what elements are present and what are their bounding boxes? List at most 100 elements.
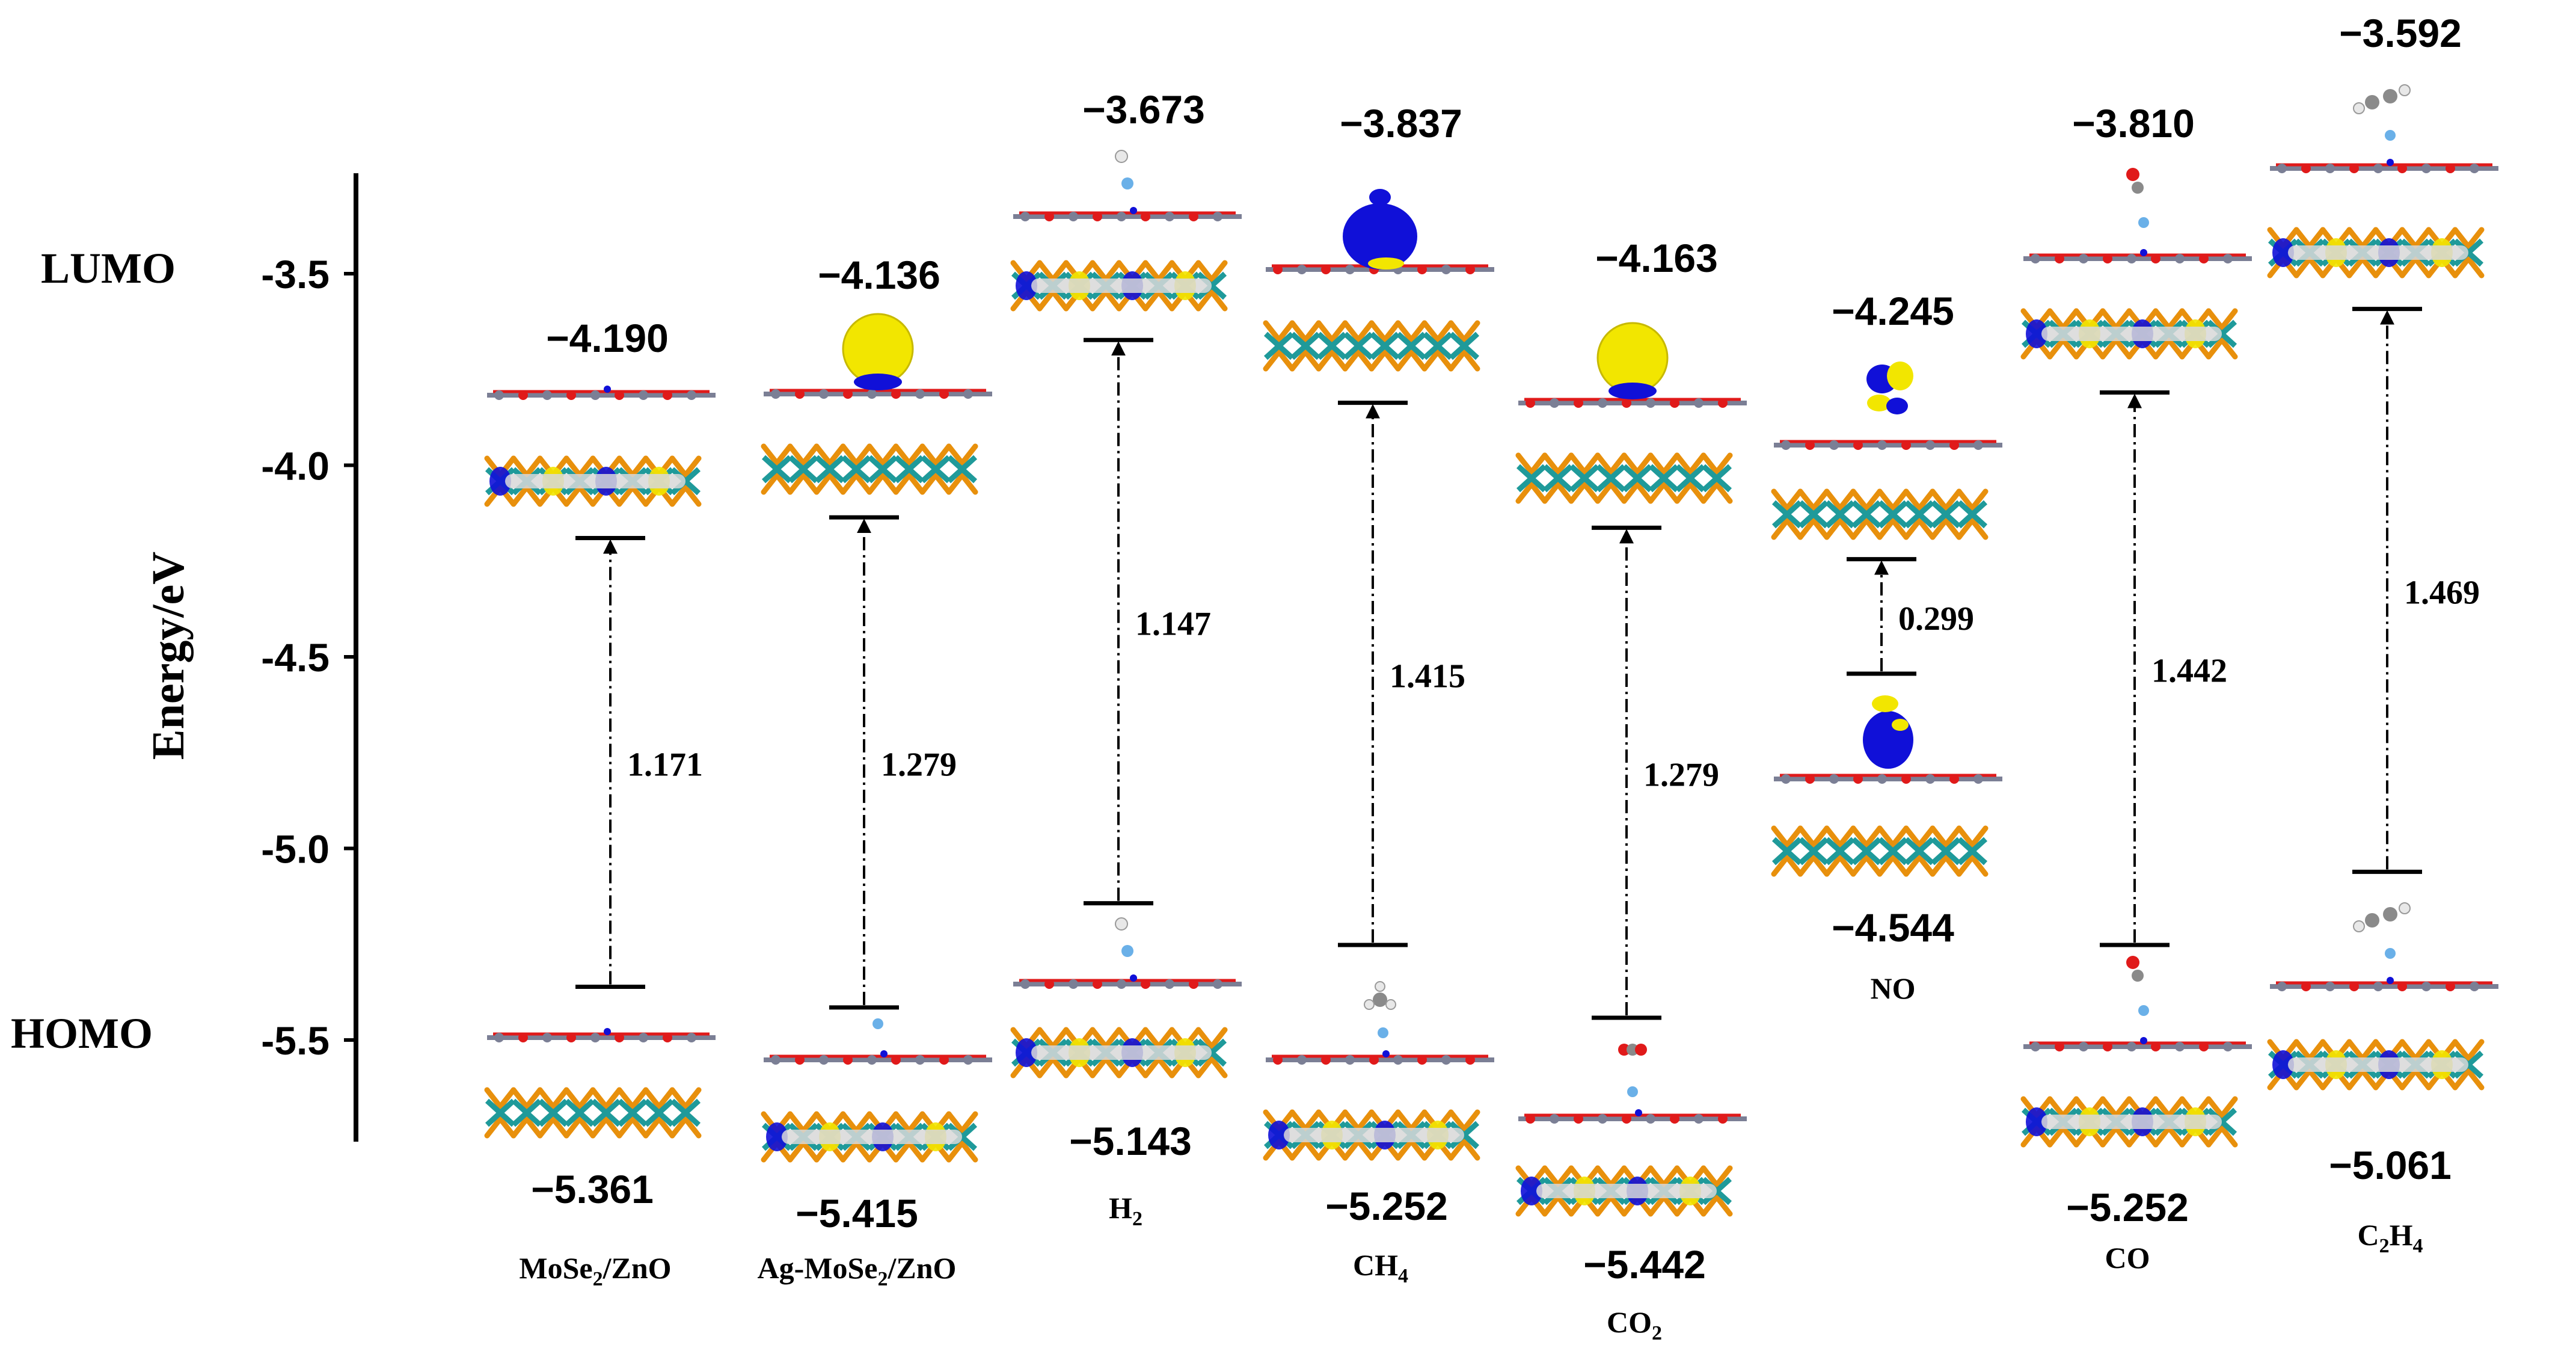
zno-lobe xyxy=(2140,1037,2147,1044)
zno-atom xyxy=(2223,1042,2233,1051)
mo-bond xyxy=(1422,331,1453,360)
mo-bond xyxy=(1930,500,1961,529)
mo-layer xyxy=(1771,500,1988,529)
mo-bond xyxy=(788,455,819,484)
zno-atom xyxy=(1901,774,1911,784)
lumo-energy-label: −4.190 xyxy=(546,316,669,360)
orbital-lobe-blue xyxy=(854,374,902,390)
zno-atom xyxy=(2277,982,2287,991)
se-bond xyxy=(1568,452,1601,477)
se-bond xyxy=(511,1114,543,1139)
mo-bond xyxy=(1904,500,1935,529)
se-bond xyxy=(1771,488,1803,513)
zno-atom xyxy=(1141,212,1150,221)
homo-structure xyxy=(1010,917,1242,1079)
se-bond xyxy=(1797,515,1830,540)
se-bond xyxy=(1771,852,1803,877)
orbital-band xyxy=(1031,278,1212,293)
zno-atom xyxy=(771,1055,780,1065)
se-bond xyxy=(1448,1109,1480,1134)
zno-atom xyxy=(1020,212,1030,221)
se-mose2-layer xyxy=(2020,1096,2238,1148)
zno-atom xyxy=(2397,164,2407,173)
se-bond xyxy=(511,1087,543,1112)
se-bond xyxy=(787,470,820,495)
zno-atom xyxy=(1574,1114,1583,1124)
homo-energy-label: −5.442 xyxy=(1583,1242,1706,1287)
zno-atom xyxy=(1189,212,1198,221)
orbital-lobes xyxy=(1521,1177,1717,1205)
c-atom xyxy=(2383,89,2397,103)
se-bond xyxy=(1930,825,1962,850)
zno-atom xyxy=(843,1055,853,1065)
se-bond xyxy=(1448,1136,1480,1161)
se-bond xyxy=(669,1114,702,1139)
zno-lobe xyxy=(2140,249,2147,256)
zno-atom xyxy=(615,1033,624,1042)
se-bond xyxy=(1421,320,1454,345)
zno-atom xyxy=(2103,254,2112,263)
system-name: MoSe2/ZnO xyxy=(519,1251,671,1290)
orbital-lobes xyxy=(1268,1121,1464,1149)
y-tick-label: -4.0 xyxy=(261,444,330,488)
zno-atom xyxy=(1550,398,1559,408)
mo-bond xyxy=(1877,500,1909,529)
zno-atom xyxy=(1213,979,1222,989)
zno-atom xyxy=(542,390,552,400)
zno-lobe xyxy=(880,1050,888,1057)
orbital-lobe-blue xyxy=(1863,711,1913,769)
ag-atom xyxy=(1378,1027,1388,1038)
zno-atom xyxy=(1189,979,1198,989)
se-bond xyxy=(1195,1027,1228,1051)
se-bond xyxy=(1771,515,1803,540)
o-atom xyxy=(2126,956,2139,969)
zno-atom xyxy=(1718,1114,1728,1124)
se-bond xyxy=(1956,852,1989,877)
zno-atom xyxy=(1213,212,1222,221)
lumo-label: LUMO xyxy=(41,244,176,292)
zno-atom xyxy=(494,1033,504,1042)
c-atom xyxy=(2132,182,2144,194)
orbital-lobe xyxy=(1521,1177,1542,1205)
se-bond xyxy=(669,1087,702,1112)
zno-lobe xyxy=(604,1028,611,1035)
gap-value: 0.299 xyxy=(1898,600,1974,638)
zno-atom xyxy=(2055,254,2064,263)
orbital-lobe xyxy=(2026,1107,2047,1136)
zno-atom xyxy=(1550,1114,1559,1124)
se-bond xyxy=(1568,479,1601,504)
zno-atom xyxy=(663,390,672,400)
gap-value: 1.171 xyxy=(627,746,703,783)
zno-atom xyxy=(2031,1042,2040,1051)
se-bond xyxy=(2452,254,2485,278)
zno-atom xyxy=(771,389,780,399)
zno-atom xyxy=(2079,1042,2088,1051)
y-tick-label: -3.5 xyxy=(261,252,330,297)
se-bond xyxy=(1621,452,1654,477)
mo-bond xyxy=(1798,500,1829,529)
zno-atom xyxy=(2079,254,2088,263)
lumo-structure xyxy=(1010,150,1242,312)
orbital-lobe xyxy=(2026,319,2047,348)
se-bond xyxy=(2452,227,2485,251)
zno-atom xyxy=(939,389,949,399)
zno-atom xyxy=(1297,1055,1307,1065)
se-bond xyxy=(1448,320,1480,345)
zno-atom xyxy=(2373,164,2383,173)
system-name: CO2 xyxy=(1607,1305,1662,1344)
se-bond xyxy=(669,482,702,507)
system-ch4: 1.415 xyxy=(1338,401,1465,947)
se-mose2-layer xyxy=(1771,825,1989,877)
orbital-lobe xyxy=(1016,1038,1037,1067)
se-bond xyxy=(1877,515,1909,540)
se-bond xyxy=(1797,488,1830,513)
mo-bond xyxy=(1542,464,1574,493)
zno-atom xyxy=(1853,440,1863,450)
h-atom xyxy=(1115,150,1128,163)
homo-structure xyxy=(2020,956,2252,1148)
se-bond xyxy=(919,470,952,495)
se-bond xyxy=(590,1114,622,1139)
mo-bond xyxy=(1824,500,1856,529)
y-axis-ticks xyxy=(344,272,356,1042)
